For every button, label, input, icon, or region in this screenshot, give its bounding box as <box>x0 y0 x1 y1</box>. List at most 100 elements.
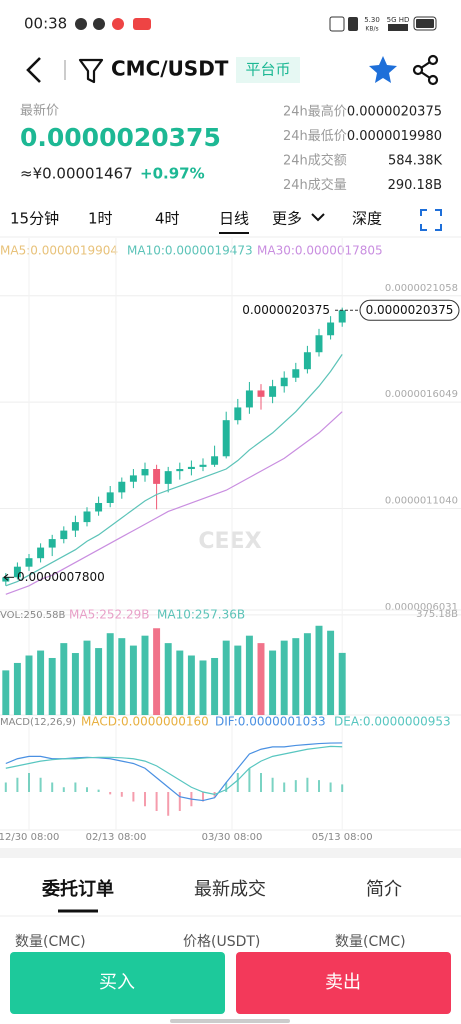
favorite-star[interactable] <box>369 56 397 83</box>
volume-bar <box>176 650 184 715</box>
status-battery-level <box>416 19 434 28</box>
volume-bar <box>222 640 230 715</box>
macd-bar <box>236 773 239 792</box>
candle-body <box>48 539 56 548</box>
order-tab[interactable]: 最新成交 <box>194 879 266 900</box>
candle-body <box>327 322 335 336</box>
macd-bar <box>225 782 228 792</box>
status-icon <box>93 18 105 30</box>
candle-body <box>141 469 149 476</box>
buy-button[interactable] <box>10 952 225 1014</box>
status-icon <box>112 18 124 30</box>
ma-legend: MA5:0.0000019904 <box>0 244 118 258</box>
status-speed-unit: KB/s <box>365 26 378 33</box>
indicator-line <box>5 742 343 802</box>
volume-bar <box>199 660 207 715</box>
y-tick-label: 0.0000006031 <box>385 602 458 613</box>
stat-value: 0.0000020375 <box>347 105 442 120</box>
period-tab[interactable]: 更多 <box>272 210 302 228</box>
candle-body <box>60 530 68 540</box>
period-tabs: 15分钟 1时 4时 日线 更多 深度 <box>10 210 382 234</box>
period-tab[interactable]: 15分钟 <box>10 210 59 228</box>
x-tick-label: 02/13 08:00 <box>86 832 147 843</box>
macd-bar <box>144 792 146 807</box>
candle-body <box>25 558 33 567</box>
low-label: 0.0000007800 <box>17 570 105 584</box>
period-tab[interactable]: 1时 <box>88 210 113 228</box>
back-button[interactable] <box>26 57 41 83</box>
sell-button[interactable] <box>236 952 451 1014</box>
order-tab[interactable]: 委托订单 <box>41 878 114 900</box>
candle-body <box>211 456 219 465</box>
indicator-line <box>5 745 343 795</box>
macd-bar <box>306 777 309 792</box>
candle-body <box>129 475 137 482</box>
y-tick-label: 0.0000011040 <box>385 496 458 507</box>
section-gap <box>0 848 461 858</box>
volume-bar <box>2 670 10 715</box>
macd-bar <box>74 782 77 792</box>
more-chevron[interactable] <box>311 213 325 222</box>
x-tick-label: 05/13 08:00 <box>312 832 373 843</box>
volume-bar <box>164 643 172 715</box>
volume-bar <box>106 633 114 715</box>
stat-label: 24h成交额 <box>283 153 347 169</box>
last-price-box-label: 0.0000020375 <box>366 303 454 317</box>
volume-bar <box>245 635 253 715</box>
candle-body <box>245 390 253 408</box>
volume-bar <box>153 628 161 715</box>
macd-legend: MACD:0.0000000160 <box>81 715 209 729</box>
status-speed: 5.30 <box>364 16 380 24</box>
share-icon[interactable] <box>412 54 439 86</box>
volume-bar <box>60 643 68 715</box>
candle-body <box>338 310 346 323</box>
status-icon <box>329 16 345 32</box>
y-tick-label: 0.0000016049 <box>385 389 458 400</box>
volume-bar <box>37 650 45 715</box>
volume-bar <box>48 657 56 715</box>
candle-body <box>315 335 323 353</box>
volume-bar <box>211 657 219 715</box>
status-battery <box>413 16 437 31</box>
volume-bar <box>292 638 300 715</box>
candle-body <box>71 522 79 531</box>
candle-body <box>83 511 91 523</box>
volume-bar <box>95 648 103 715</box>
macd-bar <box>329 782 332 792</box>
order-column: 价格(USDT) <box>183 934 260 950</box>
volume-bar <box>257 643 265 715</box>
macd-bar <box>155 792 158 811</box>
macd-bar <box>97 789 100 792</box>
period-tab[interactable]: 4时 <box>155 210 180 228</box>
candle-body <box>176 469 184 472</box>
candle-body <box>37 547 45 559</box>
volume-bar <box>327 630 335 715</box>
x-tick-label: 03/30 08:00 <box>202 832 263 843</box>
x-tick-label: 12/30 08:00 <box>0 832 59 843</box>
volume-bar <box>303 633 311 715</box>
kline-chart: MA5:0.0000019904 MA10:0.0000019473 MA30:0.… <box>0 238 461 843</box>
volume-bar <box>129 645 137 715</box>
order-column: 数量(CMC) <box>15 934 86 950</box>
fullscreen-icon[interactable] <box>420 209 442 231</box>
macd-bar <box>248 768 251 792</box>
macd-bar <box>318 780 320 792</box>
macd-bar <box>120 792 123 797</box>
macd-legend: MACD(12,26,9) <box>0 717 76 728</box>
order-column: 数量(CMC) <box>335 934 406 950</box>
pair-name[interactable]: CMC/USDT <box>111 57 229 81</box>
macd-bar <box>167 792 170 816</box>
macd-bar <box>86 787 88 792</box>
buy-label[interactable]: 买入 <box>99 972 135 993</box>
period-tab[interactable]: 日线 <box>219 210 249 228</box>
status-signal <box>388 24 408 31</box>
order-tab[interactable]: 简介 <box>366 879 402 900</box>
period-tab[interactable]: 深度 <box>352 210 382 228</box>
filter-icon[interactable] <box>78 58 104 84</box>
macd-bar <box>260 773 262 792</box>
last-price-label: 0.0000020375 <box>242 303 330 317</box>
stat-value: 0.0000019980 <box>347 129 442 144</box>
stat-value: 290.18B <box>388 178 442 193</box>
sell-label[interactable]: 卖出 <box>325 972 361 993</box>
stat-value: 584.38K <box>388 154 442 169</box>
